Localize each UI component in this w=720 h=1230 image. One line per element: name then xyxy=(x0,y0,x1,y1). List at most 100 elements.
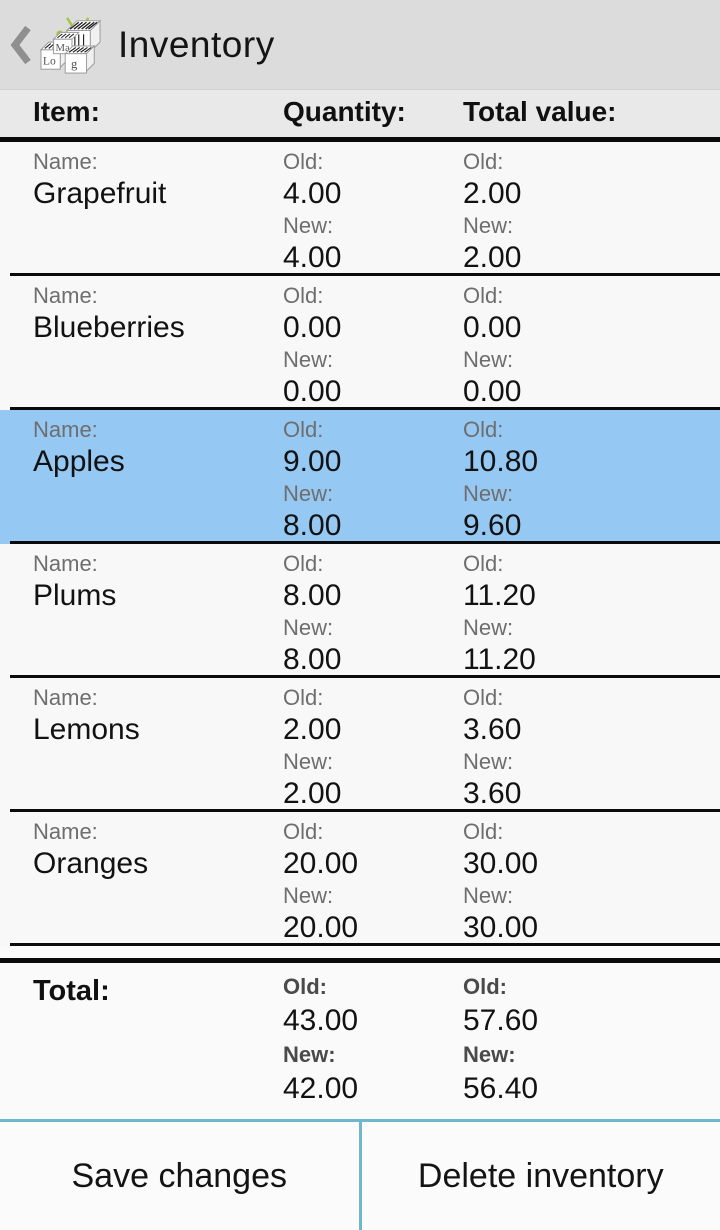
quantity-old-value: 0.00 xyxy=(283,311,342,344)
column-header-total-value: Total value: xyxy=(463,96,617,127)
quantity-cell: Old: 20.00 New: 20.00 xyxy=(283,817,463,946)
total-value-cell: Old: 30.00 New: 30.00 xyxy=(463,817,720,946)
name-label: Name: xyxy=(33,819,98,844)
column-header-quantity: Quantity: xyxy=(283,96,406,127)
bottom-button-bar: Save changes Delete inventory xyxy=(0,1119,720,1230)
total-value-cell: Old: 2.00 New: 2.00 xyxy=(463,147,720,276)
item-cell: Name: Plums xyxy=(33,549,283,678)
inventory-row-oranges[interactable]: Name: Oranges Old: 20.00 New: 20.00 Old:… xyxy=(0,812,720,946)
new-label: New: xyxy=(283,213,334,238)
save-changes-button[interactable]: Save changes xyxy=(0,1122,359,1230)
item-cell: Name: Grapefruit xyxy=(33,147,283,276)
total-quantity-cell: Old: 43.00 New: 42.00 xyxy=(283,971,463,1107)
item-cell: Name: Oranges xyxy=(33,817,283,946)
total-value-cell: Old: 10.80 New: 9.60 xyxy=(463,415,720,544)
name-label: Name: xyxy=(33,417,98,442)
column-header-row: Item: Quantity: Total value: xyxy=(0,90,720,142)
inventory-row-blueberries[interactable]: Name: Blueberries Old: 0.00 New: 0.00 Ol… xyxy=(0,276,720,410)
item-cell: Name: Blueberries xyxy=(33,281,283,410)
total-quantity-new: 42.00 xyxy=(283,1072,359,1105)
value-new-value: 9.60 xyxy=(463,509,522,542)
old-label: Old: xyxy=(283,283,324,308)
value-new-value: 3.60 xyxy=(463,777,522,810)
old-label: Old: xyxy=(283,551,324,576)
new-label: New: xyxy=(463,883,514,908)
total-value-old: 57.60 xyxy=(463,1004,539,1037)
box-letter: Ma xyxy=(56,42,70,53)
item-name: Grapefruit xyxy=(33,177,167,210)
name-label: Name: xyxy=(33,283,98,308)
value-old-value: 11.20 xyxy=(463,579,536,612)
new-label: New: xyxy=(283,749,334,774)
inventory-list: Name: Grapefruit Old: 4.00 New: 4.00 Old… xyxy=(0,142,720,946)
label-box-3-icon: g xyxy=(64,44,96,74)
value-old-value: 10.80 xyxy=(463,445,539,478)
new-label: New: xyxy=(463,213,514,238)
value-new-value: 30.00 xyxy=(463,911,539,944)
back-button[interactable] xyxy=(4,10,38,80)
inventory-row-plums[interactable]: Name: Plums Old: 8.00 New: 8.00 Old: 11.… xyxy=(0,544,720,678)
quantity-new-value: 2.00 xyxy=(283,777,342,810)
old-label: Old: xyxy=(283,819,324,844)
total-section: Total: Old: 43.00 New: 42.00 Old: 57.60 … xyxy=(0,958,720,1107)
new-label: New: xyxy=(283,347,334,372)
column-header-item: Item: xyxy=(33,96,100,127)
name-label: Name: xyxy=(33,551,98,576)
total-label-cell: Total: xyxy=(33,971,283,1107)
delete-inventory-button[interactable]: Delete inventory xyxy=(358,1122,720,1230)
old-label: Old: xyxy=(283,974,327,999)
old-label: Old: xyxy=(463,149,504,174)
quantity-old-value: 4.00 xyxy=(283,177,342,210)
inventory-row-lemons[interactable]: Name: Lemons Old: 2.00 New: 2.00 Old: 3.… xyxy=(0,678,720,812)
value-old-value: 0.00 xyxy=(463,311,522,344)
old-label: Old: xyxy=(463,819,504,844)
value-new-value: 11.20 xyxy=(463,643,536,676)
app-icon: Lo Ma xyxy=(40,16,102,74)
value-old-value: 30.00 xyxy=(463,847,539,880)
old-label: Old: xyxy=(283,417,324,442)
old-label: Old: xyxy=(463,417,504,442)
total-value-cell: Old: 3.60 New: 3.60 xyxy=(463,683,720,812)
new-label: New: xyxy=(463,481,514,506)
new-label: New: xyxy=(463,749,514,774)
chevron-left-icon xyxy=(10,25,31,64)
new-label: New: xyxy=(463,1042,516,1067)
item-name: Blueberries xyxy=(33,311,185,344)
title-bar: Lo Ma xyxy=(0,0,720,90)
quantity-old-value: 2.00 xyxy=(283,713,342,746)
total-value-cell: Old: 57.60 New: 56.40 xyxy=(463,971,720,1107)
quantity-cell: Old: 8.00 New: 8.00 xyxy=(283,549,463,678)
new-label: New: xyxy=(463,347,514,372)
item-name: Oranges xyxy=(33,847,149,880)
total-value-cell: Old: 0.00 New: 0.00 xyxy=(463,281,720,410)
quantity-new-value: 4.00 xyxy=(283,241,342,274)
item-name: Lemons xyxy=(33,713,140,746)
value-old-value: 3.60 xyxy=(463,713,522,746)
item-cell: Name: Lemons xyxy=(33,683,283,812)
quantity-new-value: 20.00 xyxy=(283,911,359,944)
new-label: New: xyxy=(283,481,334,506)
quantity-old-value: 8.00 xyxy=(283,579,342,612)
value-new-value: 0.00 xyxy=(463,375,522,408)
page-title: Inventory xyxy=(118,23,275,65)
old-label: Old: xyxy=(463,685,504,710)
old-label: Old: xyxy=(463,974,507,999)
inventory-row-apples-selected[interactable]: Name: Apples Old: 9.00 New: 8.00 Old: 10… xyxy=(0,410,720,544)
quantity-cell: Old: 9.00 New: 8.00 xyxy=(283,415,463,544)
old-label: Old: xyxy=(463,283,504,308)
item-cell: Name: Apples xyxy=(33,415,283,544)
new-label: New: xyxy=(463,615,514,640)
value-old-value: 2.00 xyxy=(463,177,522,210)
quantity-cell: Old: 4.00 New: 4.00 xyxy=(283,147,463,276)
total-value-cell: Old: 11.20 New: 11.20 xyxy=(463,549,720,678)
item-name: Plums xyxy=(33,579,117,612)
total-separator-gap xyxy=(0,946,720,958)
label-box-2-icon: Ma xyxy=(52,31,80,54)
total-label: Total: xyxy=(33,975,110,1007)
box-letter: g xyxy=(71,57,78,71)
inventory-row-grapefruit[interactable]: Name: Grapefruit Old: 4.00 New: 4.00 Old… xyxy=(0,142,720,276)
quantity-new-value: 0.00 xyxy=(283,375,342,408)
quantity-new-value: 8.00 xyxy=(283,509,342,542)
quantity-old-value: 20.00 xyxy=(283,847,359,880)
